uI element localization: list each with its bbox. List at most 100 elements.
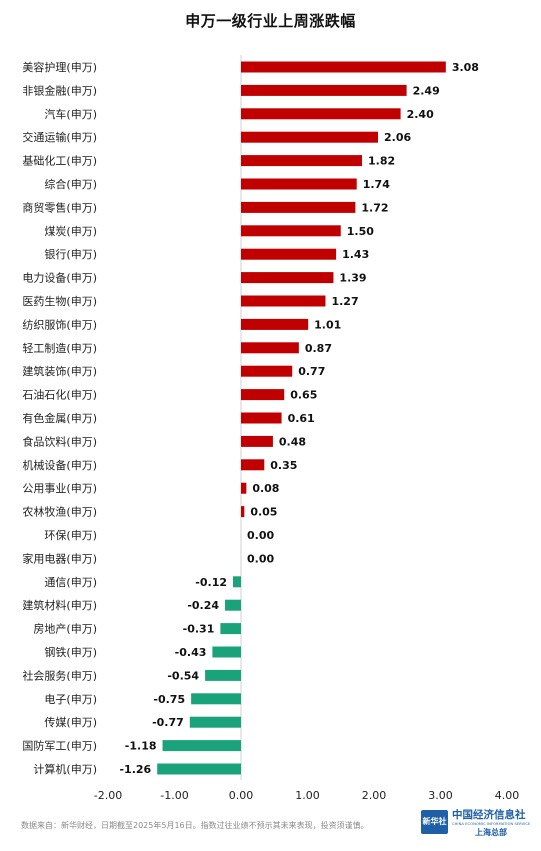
value-label: 2.06 [384,131,411,144]
value-label: 2.49 [413,84,440,97]
category-label: 建筑材料(申万) [22,598,97,612]
category-label: 食品饮料(申万) [22,434,97,448]
value-label: -0.43 [175,646,207,659]
bar [241,435,273,447]
bar-chart: 美容护理(申万) 3.08 非银金融(申万) 2.49 汽车(申万) 2.40 交通运输(申… [22,55,520,802]
value-label: -0.54 [167,669,199,682]
bar [220,623,241,635]
x-tick-label: -1.00 [160,789,188,802]
bar [241,84,407,96]
x-tick-label: -2.00 [94,789,122,802]
category-label: 钢铁(申万) [44,646,97,659]
chart-title: 申万一级行业上周涨跌幅 [185,12,356,30]
value-label: 2.40 [407,108,434,121]
bar [241,365,293,377]
bar [241,108,401,120]
category-label: 环保(申万) [44,528,97,542]
value-label: -0.31 [183,623,215,636]
value-label: 1.27 [331,295,358,308]
value-label: -0.75 [153,693,185,706]
bar [241,248,337,260]
category-label: 非银金融(申万) [22,83,97,97]
category-label: 综合(申万) [44,177,97,191]
bar [233,576,241,588]
value-label: -0.24 [187,599,219,612]
x-tick-label: 1.00 [295,789,320,802]
category-label: 公用事业(申万) [22,482,97,495]
bar [241,412,282,424]
x-tick-label: 2.00 [362,789,387,802]
bar [241,61,446,73]
category-label: 商贸零售(申万) [22,200,97,214]
bar [241,131,378,143]
category-label: 医药生物(申万) [22,294,97,308]
value-label: 3.08 [452,61,479,74]
data-source-note: 数据来自：新华财经，日期截至2025年5月16日。指数过往业绩不预示其未来表现，… [21,821,369,830]
bar [162,740,241,752]
category-label: 电力设备(申万) [22,271,97,285]
brand-subtitle: 上海总部 [475,827,507,837]
value-label: 1.82 [368,155,395,168]
value-label: 1.01 [314,318,341,331]
x-tick-label: 3.00 [428,789,453,802]
value-label: -0.77 [152,716,184,729]
value-label: 0.00 [247,529,274,542]
x-tick-label: 0.00 [229,789,254,802]
bar [241,389,285,401]
value-label: 1.43 [342,248,369,261]
value-label: 0.61 [288,412,315,425]
value-label: 0.08 [252,482,279,495]
value-label: 1.39 [339,272,366,285]
bar [241,318,309,330]
category-label: 银行(申万) [44,247,97,261]
brand-name: 中国经济信息社 [452,809,526,821]
bar [241,482,247,494]
bar [225,599,241,611]
value-label: 0.35 [270,459,297,472]
bar [241,201,356,213]
bar [241,295,326,307]
category-label: 建筑装饰(申万) [22,364,97,378]
value-label: 1.72 [361,201,388,214]
bar [241,178,357,190]
category-label: 社会服务(申万) [22,668,97,682]
value-label: 1.74 [363,178,390,191]
category-label: 煤炭(申万) [44,225,97,238]
category-label: 轻工制造(申万) [22,341,97,355]
value-label: 0.77 [298,365,325,378]
category-label: 传媒(申万) [44,716,97,729]
category-label: 汽车(申万) [44,107,97,121]
category-label: 机械设备(申万) [22,458,97,472]
bar [241,506,245,518]
brand-name-en: CHINA ECONOMIC INFORMATION SERVICE [452,822,531,826]
value-label: -1.18 [125,740,157,753]
category-label: 农林牧渔(申万) [22,505,97,519]
value-label: 0.65 [290,389,317,402]
category-label: 国防军工(申万) [22,739,97,753]
bar [241,459,265,471]
value-label: 0.87 [305,342,332,355]
category-label: 交通运输(申万) [22,130,97,144]
x-tick-label: 4.00 [495,789,520,802]
bar [212,646,241,658]
category-label: 通信(申万) [44,576,97,589]
bar [241,342,299,354]
category-label: 美容护理(申万) [22,60,97,74]
value-label: 0.00 [247,552,274,565]
category-label: 纺织服饰(申万) [22,317,97,331]
category-label: 电子(申万) [44,693,97,706]
value-label: 1.50 [347,225,374,238]
bar [241,225,341,237]
xinhua-logo-icon: 新华社 [421,810,448,834]
category-label: 家用电器(申万) [22,551,97,565]
category-label: 石油石化(申万) [22,388,97,402]
bar [189,716,241,728]
bar [157,763,241,775]
bar [241,272,334,284]
value-label: 0.48 [279,435,306,448]
category-label: 房地产(申万) [33,622,97,636]
value-label: 0.05 [250,506,277,519]
brand-block: 新华社 中国经济信息社 CHINA ECONOMIC INFORMATION S… [421,806,537,842]
bar [191,693,241,705]
value-label: -0.12 [195,576,227,589]
